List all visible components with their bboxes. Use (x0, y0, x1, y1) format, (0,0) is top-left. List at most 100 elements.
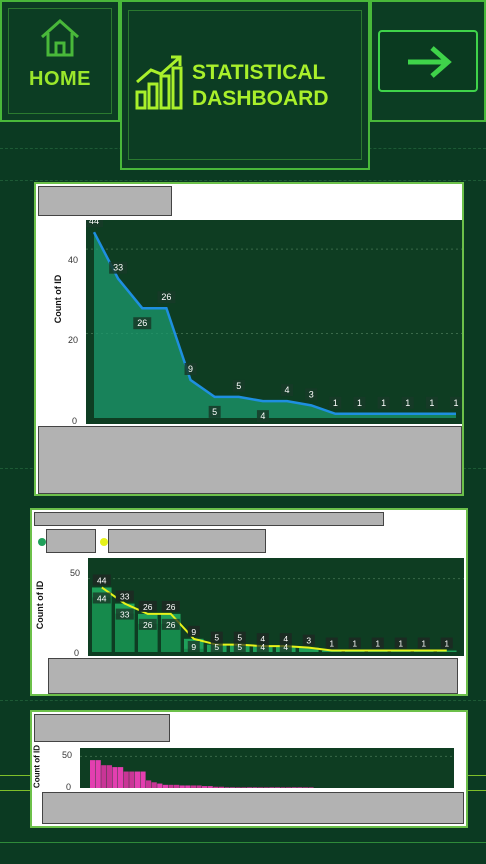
data-label-secondary: 26 (143, 620, 153, 630)
data-label-bg (161, 618, 180, 630)
data-label-bg (256, 641, 269, 652)
data-label-secondary: 33 (120, 610, 130, 620)
bar (174, 784, 180, 788)
data-label: 5 (214, 633, 219, 643)
bar (241, 787, 247, 788)
data-label-bg (115, 590, 134, 602)
panel-title-placeholder (38, 186, 172, 216)
y-tick-label: 50 (62, 750, 73, 760)
bar (112, 767, 118, 788)
bar (123, 771, 129, 788)
bar (90, 760, 96, 788)
data-label: 44 (89, 220, 99, 226)
pink-bar-chart-plot (80, 748, 454, 788)
bar (246, 787, 252, 788)
data-label-secondary: 44 (97, 593, 107, 603)
data-label: 33 (113, 263, 123, 273)
bar (129, 771, 135, 788)
data-label-bg (353, 396, 366, 409)
bar (280, 787, 286, 788)
data-label: 4 (260, 411, 265, 421)
data-label: 1 (329, 639, 334, 649)
bar-chart-trend-icon (135, 55, 183, 110)
data-label: 5 (212, 407, 217, 417)
data-label-bg (133, 317, 152, 330)
bar (179, 785, 185, 788)
bar (252, 787, 258, 788)
bar (224, 787, 230, 788)
home-button[interactable]: HOME (0, 0, 120, 122)
data-label: 26 (137, 318, 147, 328)
data-label-bg (92, 592, 111, 604)
bar (299, 647, 319, 652)
y-tick-label: 40 (68, 255, 79, 265)
data-label-bg (256, 410, 269, 423)
bar-secondary (138, 623, 158, 652)
data-label-bg (281, 384, 294, 397)
bar (146, 780, 152, 788)
data-label: 1 (375, 639, 380, 649)
data-label-bg (233, 631, 246, 643)
data-label-bg (325, 637, 338, 649)
data-label: 1 (453, 398, 458, 408)
bar (286, 787, 292, 788)
legend-dot-series-1 (38, 538, 46, 546)
data-label-bg (394, 637, 407, 649)
data-label: 33 (120, 592, 130, 602)
data-label: 1 (357, 398, 362, 408)
data-label-bg (302, 634, 315, 646)
data-label: 1 (421, 639, 426, 649)
data-label: 44 (97, 575, 107, 585)
bar (297, 787, 303, 788)
data-label-bg (184, 363, 197, 375)
data-label-bg (109, 261, 128, 274)
data-label-bg (279, 633, 292, 645)
background-grid-line (0, 180, 486, 181)
data-label-bg (377, 396, 390, 409)
next-page-button[interactable] (378, 30, 478, 92)
data-label-bg (187, 625, 200, 637)
data-label: 3 (306, 636, 311, 646)
data-label-bg (233, 641, 246, 652)
bar (185, 785, 191, 788)
next-page-tile (370, 0, 486, 122)
data-label: 1 (444, 639, 449, 649)
bar (190, 785, 196, 788)
data-label-bg (92, 574, 111, 586)
bar (274, 787, 280, 788)
data-label: 9 (188, 364, 193, 374)
home-label: HOME (29, 68, 91, 90)
title-line-2: DASHBOARD (192, 87, 329, 110)
data-label-bg (417, 637, 430, 649)
y-tick-label: 0 (72, 416, 78, 426)
data-label-bg (371, 637, 384, 649)
title-tile-frame (128, 10, 362, 160)
data-label: 26 (161, 292, 171, 302)
data-label-secondary: 5 (214, 642, 219, 652)
bar (151, 782, 157, 788)
area-chart-panel: Count of ID 40 20 0 44 33 26 26 9 5 5 4 4 3 1 1 1 1 1 1 (34, 182, 464, 496)
bar (162, 784, 168, 788)
data-label-bg (86, 220, 103, 228)
data-label-bg (187, 641, 200, 652)
y-axis-label: Count of ID (35, 580, 45, 630)
data-label-bg (138, 618, 157, 630)
data-label: 1 (429, 398, 434, 408)
bar (202, 786, 208, 788)
data-label-secondary: 4 (260, 642, 265, 652)
data-label: 4 (283, 634, 288, 644)
panel-footer-placeholder (48, 658, 458, 694)
pink-bar-chart-panel: Count of ID 50 0 (30, 710, 468, 828)
bar (269, 787, 275, 788)
data-label: 1 (381, 398, 386, 408)
data-label-secondary: 5 (237, 642, 242, 652)
legend-dot-series-2 (100, 538, 108, 546)
panel-footer-placeholder (42, 792, 464, 824)
dashboard-title-tile: STATISTICAL DASHBOARD (120, 0, 370, 170)
bar (230, 787, 236, 788)
y-tick-label: 0 (66, 782, 72, 792)
title-line-1: STATISTICAL (192, 61, 326, 84)
bar (302, 787, 308, 788)
background-grid-line (0, 700, 486, 701)
data-label-bg (425, 396, 438, 409)
